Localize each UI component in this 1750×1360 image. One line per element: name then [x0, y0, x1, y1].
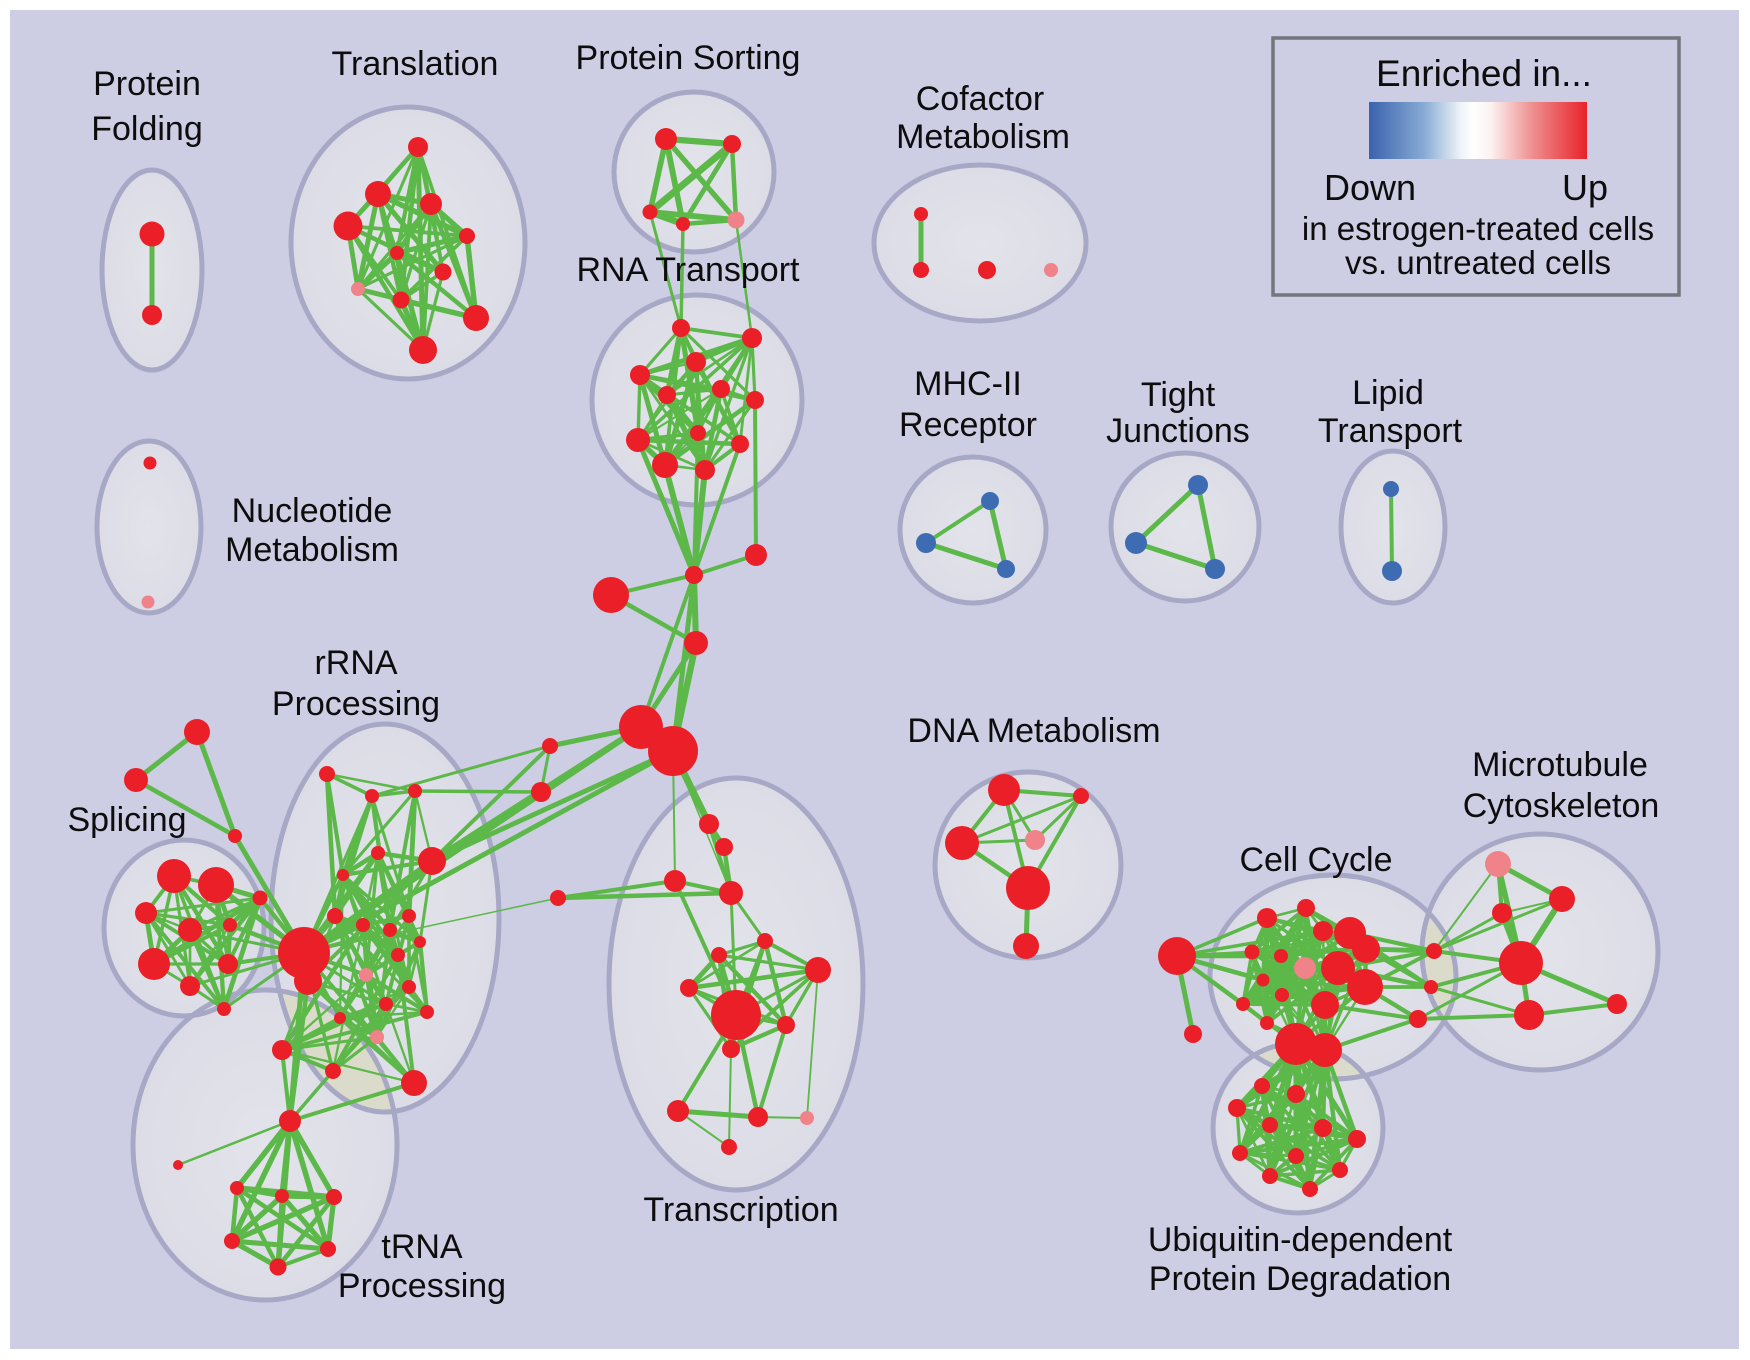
svg-text:tRNA: tRNA [381, 1228, 463, 1266]
svg-text:Up: Up [1562, 167, 1608, 208]
svg-text:Down: Down [1324, 167, 1416, 208]
svg-text:Metabolism: Metabolism [896, 118, 1070, 156]
svg-text:Tight: Tight [1141, 376, 1216, 414]
svg-text:Transport: Transport [1318, 412, 1463, 450]
svg-text:Metabolism: Metabolism [225, 531, 399, 569]
svg-text:Transcription: Transcription [643, 1191, 838, 1229]
svg-text:in estrogen-treated cells: in estrogen-treated cells [1302, 210, 1654, 247]
svg-text:Translation: Translation [332, 45, 499, 83]
svg-text:Junctions: Junctions [1106, 412, 1250, 450]
svg-text:Processing: Processing [338, 1267, 506, 1305]
svg-text:Protein Sorting: Protein Sorting [576, 39, 801, 77]
svg-text:MHC-II: MHC-II [914, 365, 1022, 403]
svg-text:Microtubule: Microtubule [1472, 746, 1648, 784]
svg-text:RNA Transport: RNA Transport [577, 251, 801, 289]
svg-text:DNA Metabolism: DNA Metabolism [907, 712, 1160, 750]
svg-text:rRNA: rRNA [314, 644, 397, 682]
svg-text:Nucleotide: Nucleotide [232, 492, 393, 530]
svg-text:Protein Degradation: Protein Degradation [1149, 1260, 1451, 1298]
svg-text:Folding: Folding [91, 110, 203, 148]
svg-text:Enriched in...: Enriched in... [1376, 53, 1592, 94]
svg-text:Cell Cycle: Cell Cycle [1239, 841, 1392, 879]
svg-text:Splicing: Splicing [67, 801, 186, 839]
svg-text:Ubiquitin-dependent: Ubiquitin-dependent [1148, 1221, 1453, 1259]
svg-text:Cytoskeleton: Cytoskeleton [1463, 787, 1660, 825]
svg-text:vs. untreated cells: vs. untreated cells [1345, 244, 1611, 281]
svg-text:Processing: Processing [272, 685, 440, 723]
svg-text:Receptor: Receptor [899, 406, 1037, 444]
svg-text:Protein: Protein [93, 65, 201, 103]
svg-text:Cofactor: Cofactor [916, 80, 1045, 118]
svg-text:Lipid: Lipid [1352, 374, 1424, 412]
